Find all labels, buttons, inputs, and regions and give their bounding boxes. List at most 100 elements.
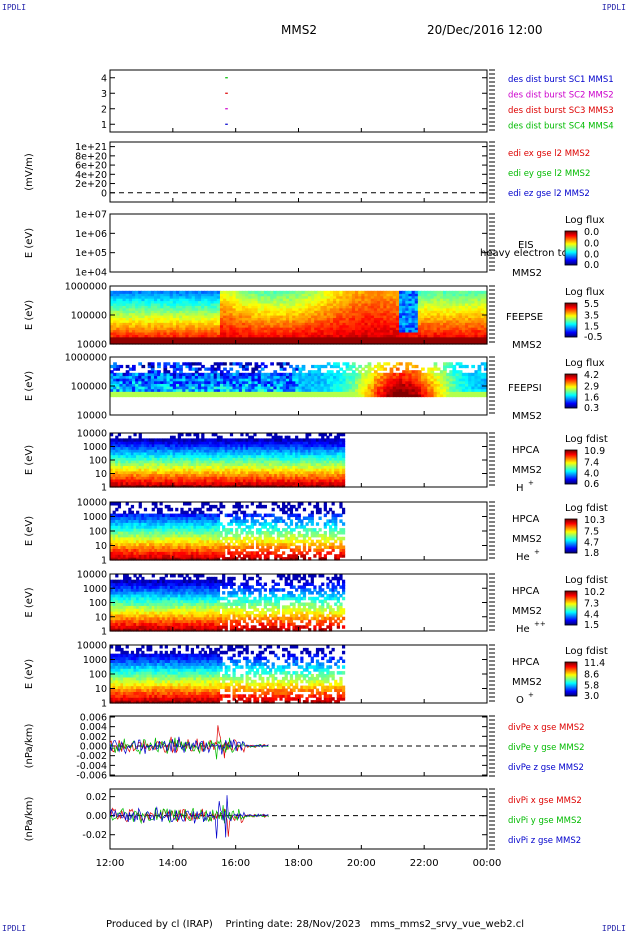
heatmap-cell — [285, 375, 290, 379]
heatmap-cell — [175, 362, 180, 366]
heatmap-cell — [414, 339, 419, 343]
heatmap-cell — [263, 378, 268, 382]
heatmap-cell — [128, 300, 133, 304]
heatmap-cell — [204, 393, 208, 398]
heatmap-cell — [135, 393, 139, 398]
heatmap-cell — [342, 298, 347, 302]
heatmap-cell — [311, 307, 315, 311]
heatmap-cell — [116, 290, 121, 294]
heatmap-cell — [414, 331, 419, 335]
heatmap-cell — [194, 315, 199, 319]
heatmap-cell — [172, 324, 177, 328]
heatmap-cell — [270, 305, 274, 309]
heatmap-cell — [342, 312, 347, 316]
heatmap-cell — [263, 293, 268, 297]
heatmap-cell — [149, 478, 153, 483]
heatmap-cell — [446, 341, 450, 345]
heatmap-cell — [164, 478, 168, 483]
heatmap-cell — [193, 451, 197, 456]
heatmap-cell — [135, 290, 139, 294]
heatmap-cell — [163, 331, 168, 335]
heatmap-cell — [408, 319, 413, 323]
heatmap-cell — [408, 388, 413, 392]
heatmap-cell — [131, 302, 136, 306]
heatmap-cell — [257, 393, 262, 398]
heatmap-cell — [427, 372, 432, 377]
heatmap-cell — [153, 319, 158, 323]
heatmap-cell — [345, 302, 350, 306]
heatmap-cell — [201, 364, 205, 369]
heatmap-cell — [112, 451, 116, 456]
heatmap-cell — [361, 312, 366, 316]
heatmap-cell — [235, 372, 240, 377]
heatmap-cell — [292, 322, 296, 326]
heatmap-cell — [147, 298, 152, 302]
heatmap-cell — [193, 470, 197, 475]
heatmap-cell — [151, 481, 155, 485]
heatmap-cell — [122, 386, 127, 390]
heatmap-cell — [257, 315, 262, 319]
heatmap-cell — [241, 319, 246, 323]
heatmap-cell — [477, 319, 482, 323]
colorbar-segment — [565, 304, 577, 306]
heatmap-cell — [282, 302, 287, 306]
heatmap-cell — [210, 364, 215, 369]
heatmap-cell — [130, 449, 135, 453]
heatmap-cell — [329, 329, 334, 333]
heatmap-cell — [191, 375, 196, 379]
heatmap-cell — [373, 383, 378, 387]
heatmap-cell — [175, 441, 179, 445]
heatmap-cell — [307, 319, 312, 323]
heatmap-cell — [380, 312, 384, 316]
heatmap-cell — [213, 370, 218, 374]
heatmap-cell — [194, 290, 199, 294]
heatmap-cell — [449, 293, 454, 297]
heatmap-cell — [301, 327, 306, 331]
heatmap-cell — [235, 317, 240, 321]
heatmap-cell — [157, 331, 161, 335]
heatmap-cell — [468, 393, 472, 398]
heatmap-cell — [421, 315, 425, 319]
heatmap-cell — [138, 435, 142, 439]
colorbar-segment — [565, 307, 577, 309]
heatmap-cell — [216, 391, 221, 395]
heatmap-cell — [458, 329, 463, 333]
heatmap-cell — [175, 336, 180, 340]
heatmap-cell — [182, 302, 186, 306]
heatmap-cell — [226, 329, 230, 333]
heatmap-cell — [248, 293, 252, 297]
heatmap-cell — [141, 454, 145, 458]
heatmap-cell — [254, 362, 259, 366]
heatmap-cell — [128, 391, 133, 395]
heatmap-cell — [128, 307, 133, 311]
heatmap-cell — [301, 307, 306, 311]
heatmap-cell — [339, 331, 344, 335]
heatmap-cell — [424, 295, 428, 299]
heatmap-cell — [207, 386, 212, 390]
heatmap-cell — [182, 310, 186, 314]
heatmap-cell — [110, 305, 114, 309]
heatmap-cell — [320, 339, 325, 343]
heatmap-cell — [190, 449, 195, 453]
heatmap-cell — [282, 362, 287, 366]
colorbar-segment — [565, 305, 577, 307]
heatmap-cell — [361, 336, 366, 340]
heatmap-cell — [380, 393, 384, 398]
colorbar-segment — [565, 303, 577, 305]
heatmap-cell — [128, 324, 133, 328]
heatmap-cell — [395, 388, 400, 392]
heatmap-cell — [125, 476, 129, 480]
heatmap-cell — [213, 329, 218, 333]
heatmap-cell — [386, 362, 391, 366]
heatmap-cell — [402, 388, 406, 392]
heatmap-cell — [414, 375, 419, 379]
heatmap-cell — [169, 473, 174, 477]
heatmap-cell — [298, 293, 303, 297]
heatmap-cell — [336, 327, 340, 331]
heatmap-cell — [138, 438, 142, 442]
heatmap-cell — [138, 380, 143, 384]
heatmap-cell — [210, 339, 215, 343]
heatmap-cell — [358, 305, 362, 309]
heatmap-cell — [116, 367, 121, 371]
heatmap-cell — [120, 476, 124, 480]
